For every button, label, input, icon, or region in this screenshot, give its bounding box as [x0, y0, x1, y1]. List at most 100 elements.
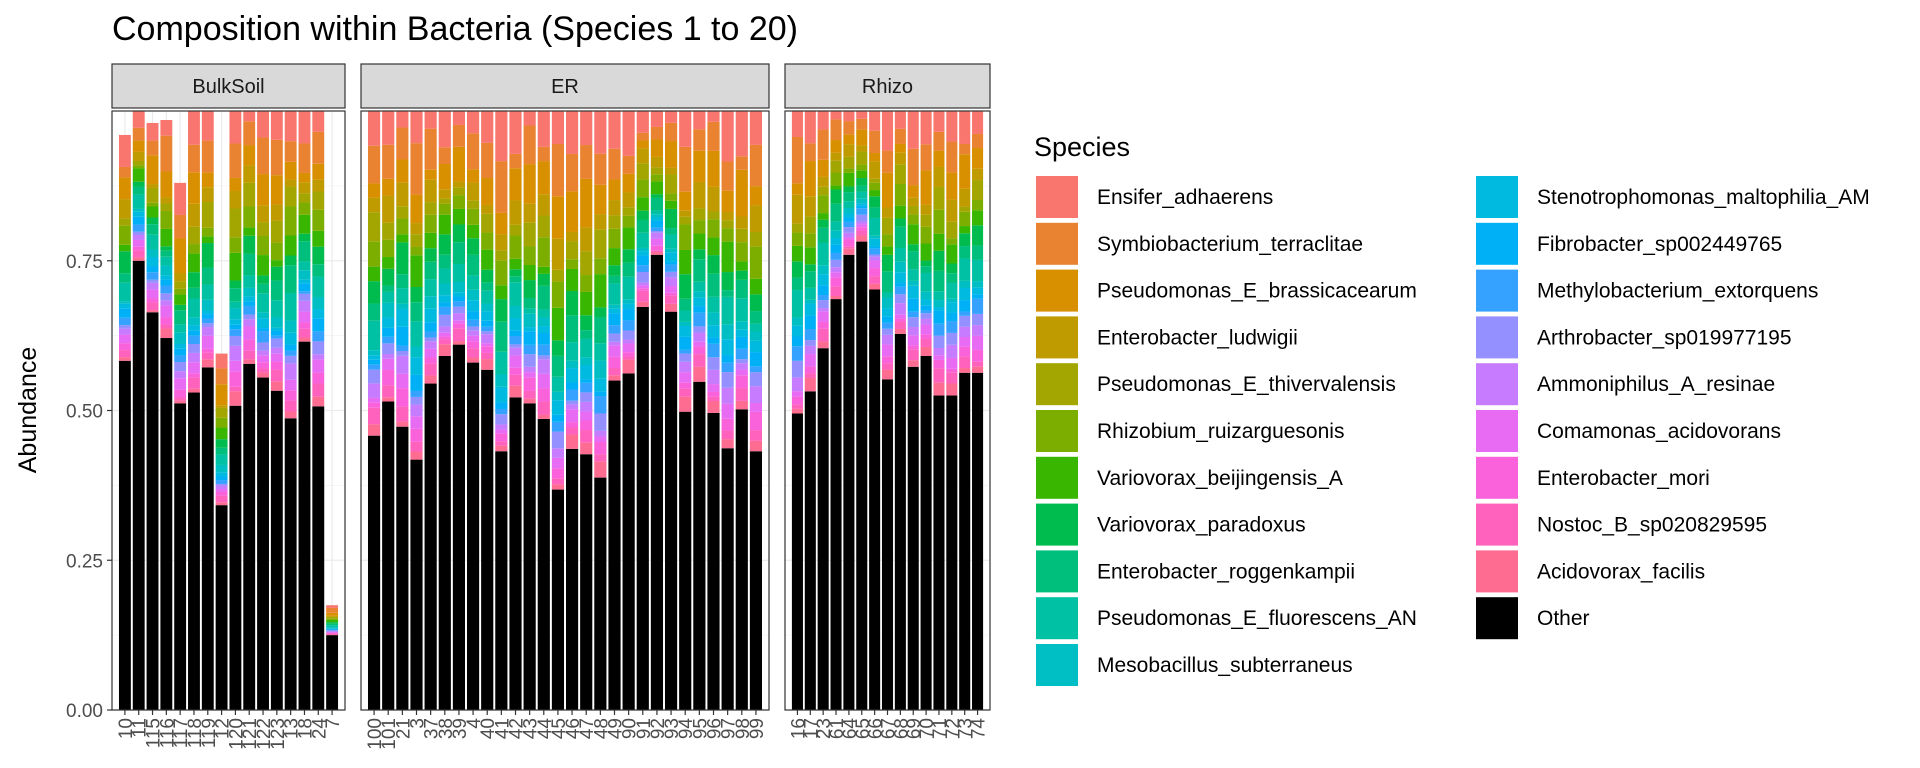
- bar-segment: [907, 197, 919, 206]
- facet-panel-er: ER 10010121337383944041424344454647484990…: [360, 63, 770, 750]
- y-axis: 0.00 0.25 0.50 0.75: [66, 252, 112, 722]
- bar-segment: [326, 612, 339, 616]
- x-tick-label: 121: [240, 718, 261, 750]
- bar-segment: [284, 332, 297, 345]
- bar-segment: [160, 171, 173, 198]
- bar-segment: [410, 302, 423, 322]
- bar-segment: [907, 111, 919, 149]
- bar-segment: [298, 322, 311, 329]
- bar-segment: [707, 369, 720, 385]
- bar-segment: [749, 331, 763, 341]
- bar-segment: [817, 265, 829, 275]
- bar-segment: [830, 237, 842, 245]
- x-tick-label: 100: [365, 718, 386, 750]
- bar-segment: [551, 238, 565, 270]
- bar-segment: [959, 315, 971, 327]
- bar-segment: [933, 300, 945, 308]
- bar-segment: [804, 287, 816, 300]
- bar-segment: [188, 172, 200, 204]
- bar-segment: [817, 285, 829, 296]
- bar-segment: [215, 427, 228, 440]
- bar-segment: [424, 179, 437, 203]
- bar-segment: [972, 199, 984, 211]
- bar-segment: [410, 428, 423, 442]
- bar-segment: [856, 129, 868, 146]
- bar-segment: [146, 298, 159, 303]
- bar-segment: [452, 292, 466, 297]
- bar-segment: [565, 291, 579, 316]
- bar-segment: [830, 189, 842, 204]
- bar-segment: [424, 169, 437, 180]
- x-tick-label: 98: [733, 718, 754, 739]
- bar-segment: [188, 352, 200, 363]
- bar-segment: [830, 277, 842, 287]
- x-tick-label: 115: [144, 718, 165, 748]
- bar-segment: [537, 237, 550, 267]
- bar-segment: [804, 303, 816, 316]
- x-tick-label: 39: [450, 718, 471, 739]
- bar-segment: [565, 231, 579, 242]
- bar-segment: [188, 388, 200, 393]
- bar: [804, 111, 816, 710]
- bar-segment: [481, 213, 494, 233]
- bar-segment: [735, 228, 748, 243]
- bar-segment: [466, 133, 480, 170]
- bar-segment: [523, 390, 536, 399]
- bar-segment: [118, 328, 131, 335]
- bar-segment: [410, 223, 423, 235]
- bar-segment: [580, 111, 593, 146]
- bar-segment: [551, 400, 565, 415]
- bar-segment: [438, 326, 451, 333]
- bar-segment: [146, 202, 159, 207]
- bar-segment: [843, 121, 855, 135]
- bar-segment: [894, 247, 906, 262]
- bar-segment: [551, 414, 565, 422]
- bar-segment: [907, 327, 919, 336]
- legend-item: Comamonas_acidovorans: [1476, 410, 1781, 452]
- bar-segment: [707, 121, 720, 151]
- bar-segment: [881, 334, 894, 345]
- bar: [118, 134, 131, 710]
- bar-segment: [933, 150, 945, 167]
- bar: [438, 111, 451, 710]
- bar-segment: [284, 390, 297, 401]
- bar-segment: [946, 111, 958, 142]
- bar-segment: [594, 436, 607, 442]
- bar-segment: [791, 277, 803, 291]
- legend-key: [1476, 316, 1518, 359]
- bar-segment: [856, 170, 868, 179]
- bar-segment: [201, 284, 214, 300]
- bar-segment: [664, 228, 678, 235]
- bar-segment: [174, 273, 187, 282]
- bar-segment: [707, 357, 720, 370]
- bar-segment: [466, 200, 480, 209]
- bar-segment: [817, 295, 829, 301]
- bar-segment: [735, 359, 748, 364]
- bar-segment: [565, 404, 579, 410]
- bar-segment: [946, 372, 958, 384]
- bar-segment: [959, 300, 971, 312]
- bar-segment: [188, 362, 200, 374]
- bar-segment: [594, 214, 607, 230]
- bar-segment: [907, 317, 919, 328]
- bar-segment: [270, 361, 283, 370]
- bar-segment: [843, 172, 855, 187]
- bar-segment: [830, 221, 842, 231]
- bar-segment: [326, 623, 339, 626]
- bar-segment: [424, 296, 437, 309]
- bar-segment: [298, 270, 311, 280]
- bar-segment: [894, 328, 906, 334]
- bar-segment: [735, 270, 748, 280]
- bar-segment: [160, 119, 173, 136]
- bar-segment: [608, 333, 621, 342]
- bar-segment: [188, 244, 200, 254]
- bar-segment: [933, 209, 945, 234]
- bar-segment: [622, 356, 635, 360]
- bar-segment: [201, 299, 214, 311]
- legend-title: Species: [1034, 132, 1130, 162]
- bar-segment: [679, 353, 692, 362]
- legend-label: Variovorax_beijingensis_A: [1097, 467, 1343, 490]
- bar-segment: [749, 232, 763, 247]
- bar-segment: [679, 336, 692, 350]
- bar-segment: [132, 250, 145, 258]
